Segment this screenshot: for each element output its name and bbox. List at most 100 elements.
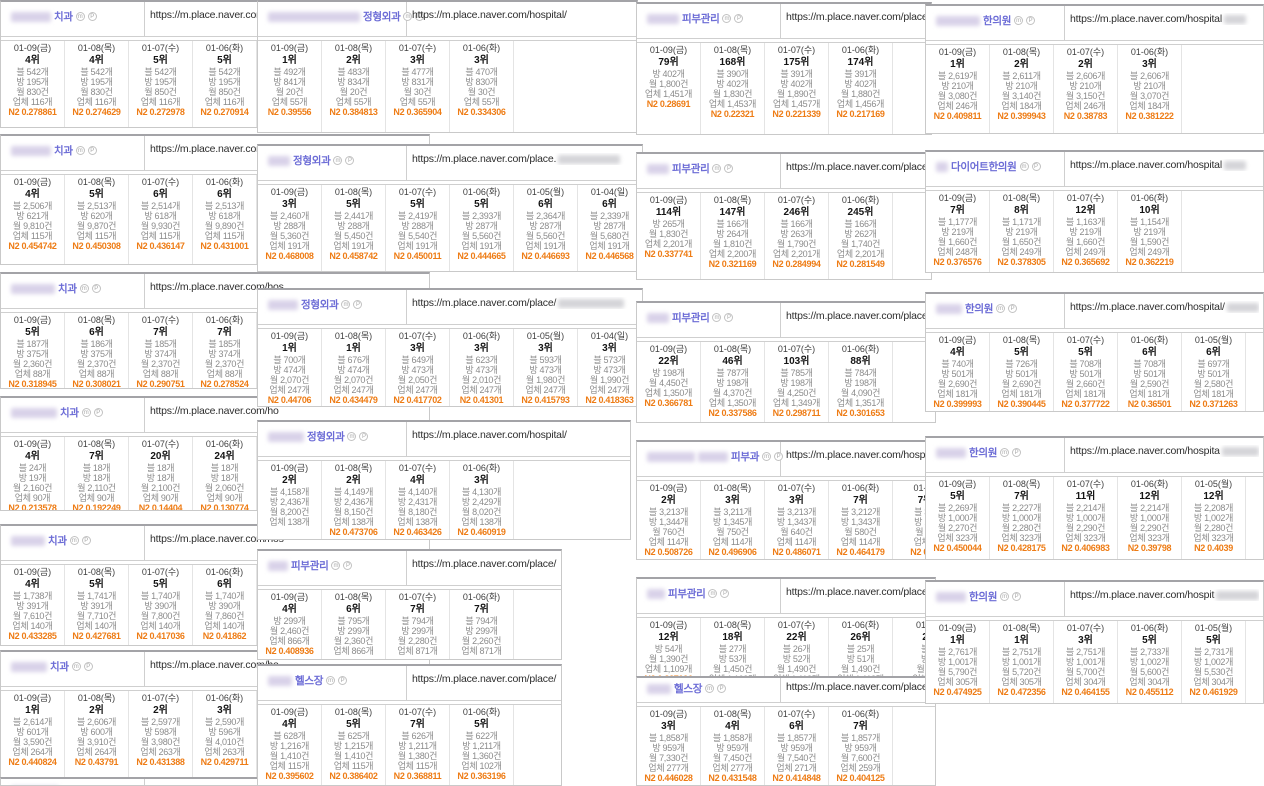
stat-line: 방 473개	[529, 365, 562, 375]
stat-line: 방 473개	[465, 365, 498, 375]
place-url[interactable]: https://m.place.naver.com/place/	[786, 586, 931, 598]
place-title[interactable]: 헬스장 m P	[647, 681, 727, 696]
n2-score: N2 0.22321	[710, 109, 755, 119]
stat-line: 업체 115개	[12, 231, 53, 241]
date-label: 01-09(금)	[270, 43, 309, 53]
rank-value: 5위	[474, 719, 489, 730]
place-badge-icon: P	[724, 164, 734, 173]
map-badge-icon: m	[331, 561, 341, 570]
place-url[interactable]: https://m.place.naver.com/ho	[150, 659, 279, 671]
place-title[interactable]: 치과 m P	[11, 9, 97, 24]
place-title[interactable]: 피부관리 m P	[268, 558, 353, 573]
place-url[interactable]: https://m.place.naver.com/place/	[412, 673, 557, 685]
place-title[interactable]: 피부관리 m P	[647, 161, 734, 176]
place-title[interactable]: 피부관리 m P	[647, 11, 744, 26]
blurred-url-tail	[1223, 14, 1246, 24]
place-title[interactable]: 헬스장 m P	[268, 673, 348, 688]
place-title[interactable]: 한의원 m P	[936, 301, 1018, 316]
stat-line: 블 622개	[465, 731, 498, 741]
stat-line: 블 794개	[465, 616, 498, 626]
place-title[interactable]: 한의원 m P	[936, 13, 1036, 28]
stat-line: 방 51개	[846, 654, 875, 664]
n2-score: N2 0.363196	[457, 771, 506, 781]
place-title[interactable]: 치과 m P	[11, 281, 101, 296]
place-title[interactable]: 정형외과 m P	[268, 9, 425, 24]
place-url[interactable]: https://m.place.naver.com/hospital/	[1070, 301, 1225, 313]
place-badge-icon: P	[1012, 448, 1022, 457]
place-url[interactable]: https://m.place.naver.com/hospital	[1070, 13, 1222, 25]
date-label: 01-07(수)	[398, 463, 437, 473]
place-title[interactable]: 피부과 m P	[647, 449, 784, 464]
stat-line: 방 18개	[210, 473, 239, 483]
stat-line: 블 27개	[718, 644, 747, 654]
place-url-row: https://m.place.naver.com/place/	[786, 11, 927, 23]
place-title[interactable]: 피부관리 m P	[647, 310, 734, 325]
place-title[interactable]: 한의원 m P	[936, 445, 1022, 460]
day-column: 01-07(수) 246위 블 166개 방 263개 월 1,790건 업체 2,201…	[765, 193, 829, 279]
stat-line: 업체 138개	[397, 517, 438, 527]
place-title[interactable]: 치과 m P	[11, 143, 97, 158]
rank-value: 6위	[346, 604, 361, 615]
place-title[interactable]: 정형외과 m P	[268, 153, 355, 168]
place-url[interactable]: https://m.place.naver.com/ho	[150, 405, 279, 417]
date-label: 01-06(화)	[462, 707, 501, 717]
daily-rank-table: 01-09(금) 7위 블 1,177개 방 219개 월 1,660건 업체 248개 N…	[926, 190, 1263, 272]
place-url[interactable]: https://m.place.naver.com/hospital	[1070, 159, 1222, 171]
day-column: 01-09(금) 1위 블 2,761개 방 1,001개 월 5,790건 업체 305…	[926, 621, 990, 703]
stat-line: 업체 1,350개	[708, 398, 757, 408]
stat-line: 업체 271개	[776, 763, 817, 773]
place-url[interactable]: https://m.place.naver.com/place/	[786, 161, 927, 173]
stat-line: 방 473개	[593, 365, 626, 375]
date-label: 01-09(금)	[649, 195, 688, 205]
place-title[interactable]: 치과 m P	[11, 405, 103, 420]
stat-line: 업체 184개	[1001, 101, 1042, 111]
place-url[interactable]: https://m.place.naver.com/hospit	[1070, 589, 1215, 601]
place-url[interactable]: https://m.place.naver.com/place.	[412, 153, 557, 165]
rank-value: 7위	[153, 327, 168, 338]
stat-line: 방 2,436개	[269, 497, 310, 507]
rank-value: 6위	[789, 721, 804, 732]
stat-line: 블 2,419개	[397, 211, 438, 221]
day-column: 01-08(목) 147위 블 166개 방 264개 월 1,810건 업체 2,200…	[701, 193, 765, 279]
place-url[interactable]: https://m.place.naver.com/hospital/	[786, 449, 931, 461]
stat-line: 블 542개	[16, 67, 49, 77]
stat-line: 블 2,597개	[140, 717, 181, 727]
place-title[interactable]: 다이어트한의원 m P	[936, 159, 1041, 174]
place-url[interactable]: https://m.place.naver.com/hospital/	[412, 9, 567, 21]
date-label: 01-09(금)	[938, 47, 977, 57]
place-title[interactable]: 치과 m P	[11, 659, 93, 674]
stat-line: 블 2,393개	[461, 211, 502, 221]
n2-score: N2 0.409811	[933, 111, 982, 121]
place-url[interactable]: https://m.place.naver.com/hos	[150, 281, 284, 293]
stat-line: 방 1,211개	[398, 741, 437, 751]
stat-line: 방 959개	[652, 743, 685, 753]
day-column: 01-08(목) 7위 블 2,227개 방 1,000개 월 2,280건 업체 323…	[990, 477, 1054, 559]
place-title[interactable]: 피부관리 m P	[647, 586, 730, 601]
place-title[interactable]: 정형외과 m P	[268, 297, 363, 312]
date-label: 01-09(금)	[938, 193, 977, 203]
place-title[interactable]: 한의원 m P	[936, 589, 1022, 604]
stat-line: 방 959개	[780, 743, 813, 753]
place-url[interactable]: https://m.place.naver.com/hos	[150, 533, 284, 545]
stat-line: 블 2,214개	[1129, 503, 1170, 513]
stat-line: 업체 277개	[712, 763, 753, 773]
place-title[interactable]: 정형외과 m P	[268, 429, 369, 444]
place-url[interactable]: https://m.place.naver.com/place/	[786, 310, 931, 322]
stat-line: 업체 181개	[1065, 389, 1106, 399]
blurred-url-tail	[1216, 590, 1259, 600]
stat-line: 블 470개	[465, 67, 498, 77]
place-url[interactable]: https://m.place.naver.com/place/	[786, 681, 931, 693]
stat-line: 블 573개	[593, 355, 626, 365]
stat-line: 방 287개	[465, 221, 498, 231]
place-url[interactable]: https://m.place.naver.com/place/	[786, 11, 927, 23]
place-url[interactable]: https://m.place.naver.com/hospita	[1070, 445, 1220, 457]
place-title[interactable]: 치과 m P	[11, 533, 91, 548]
place-url[interactable]: https://m.place.naver.com/place/	[412, 297, 557, 309]
place-url[interactable]: https://m.place.naver.com/ho	[150, 9, 279, 21]
place-url[interactable]: https://m.place.naver.com/hospital/	[412, 429, 567, 441]
stat-line: 월 4,450건	[648, 378, 689, 388]
place-url[interactable]: https://m.place.naver.com/place/	[412, 558, 557, 570]
stat-line: 방 959개	[844, 743, 877, 753]
stat-line: 블 18개	[146, 463, 175, 473]
place-url[interactable]: https://m.place.naver.com/ho	[150, 143, 279, 155]
